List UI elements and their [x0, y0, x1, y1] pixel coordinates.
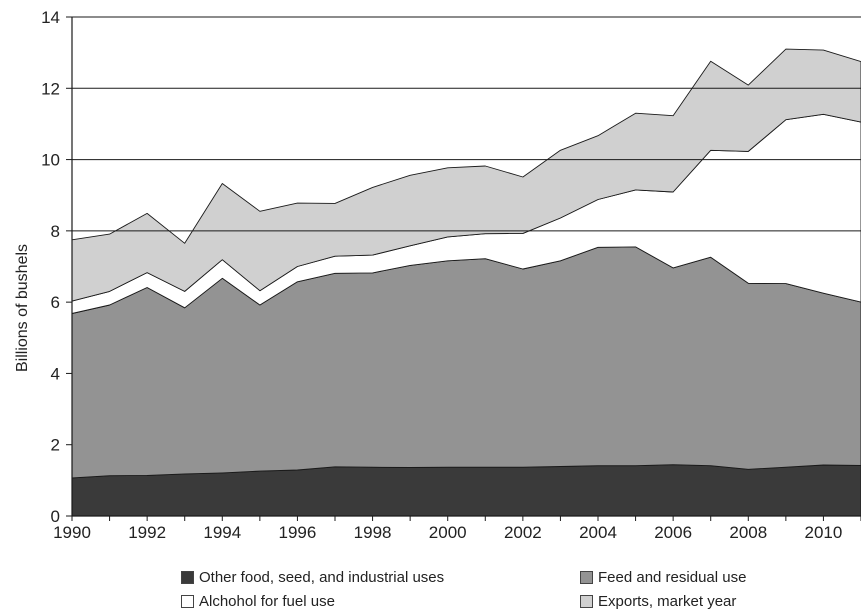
- x-tick-label: 2004: [579, 523, 617, 542]
- legend-swatch-alcohol: [181, 595, 194, 608]
- legend-item-other-food: Other food, seed, and industrial uses: [181, 569, 444, 586]
- gridlines: [72, 16, 861, 232]
- y-tick-label: 12: [41, 79, 60, 98]
- y-tick-labels: 0 2 4 6 8 10 12 14: [41, 8, 60, 526]
- area-exports-market-year: [71, 48, 861, 302]
- y-tick-label: 14: [41, 8, 60, 27]
- y-tick-label: 8: [51, 222, 60, 241]
- x-tick-label: 1990: [53, 523, 91, 542]
- x-tick-label: 2006: [654, 523, 692, 542]
- x-tick-label: 2002: [504, 523, 542, 542]
- legend-label-other-food: Other food, seed, and industrial uses: [199, 569, 445, 586]
- x-tick-label: 2008: [729, 523, 767, 542]
- legend-label-alcohol: Alchohol for fuel use: [199, 593, 335, 610]
- y-axis-label: Billions of bushels: [14, 244, 31, 372]
- legend-label-feed: Feed and residual use: [598, 569, 747, 586]
- axes: [66, 16, 861, 521]
- legend-swatch-exports: [580, 595, 593, 608]
- x-tick-labels: 1990 1992 1994 1996 1998 2000 2002 2004 2006 2008…: [53, 523, 842, 542]
- y-tick-label: 6: [51, 293, 60, 312]
- legend-swatch-feed: [580, 571, 593, 584]
- x-tick-label: 1992: [128, 523, 166, 542]
- y-tick-label: 2: [51, 436, 60, 455]
- x-tick-label: 1996: [279, 523, 317, 542]
- y-tick-label: 10: [41, 151, 60, 170]
- y-tick-label: 0: [51, 507, 60, 526]
- legend-item-alcohol: Alchohol for fuel use: [181, 593, 335, 610]
- legend-label-exports: Exports, market year: [598, 593, 737, 610]
- stacked-areas: [71, 48, 861, 517]
- x-tick-label: 1994: [203, 523, 241, 542]
- y-tick-label: 4: [51, 364, 60, 383]
- x-tick-label: 2000: [429, 523, 467, 542]
- legend-item-exports: Exports, market year: [580, 593, 736, 610]
- x-tick-label: 2010: [805, 523, 843, 542]
- legend-item-feed: Feed and residual use: [580, 569, 746, 586]
- legend-swatch-other-food: [181, 571, 194, 584]
- x-tick-label: 1998: [354, 523, 392, 542]
